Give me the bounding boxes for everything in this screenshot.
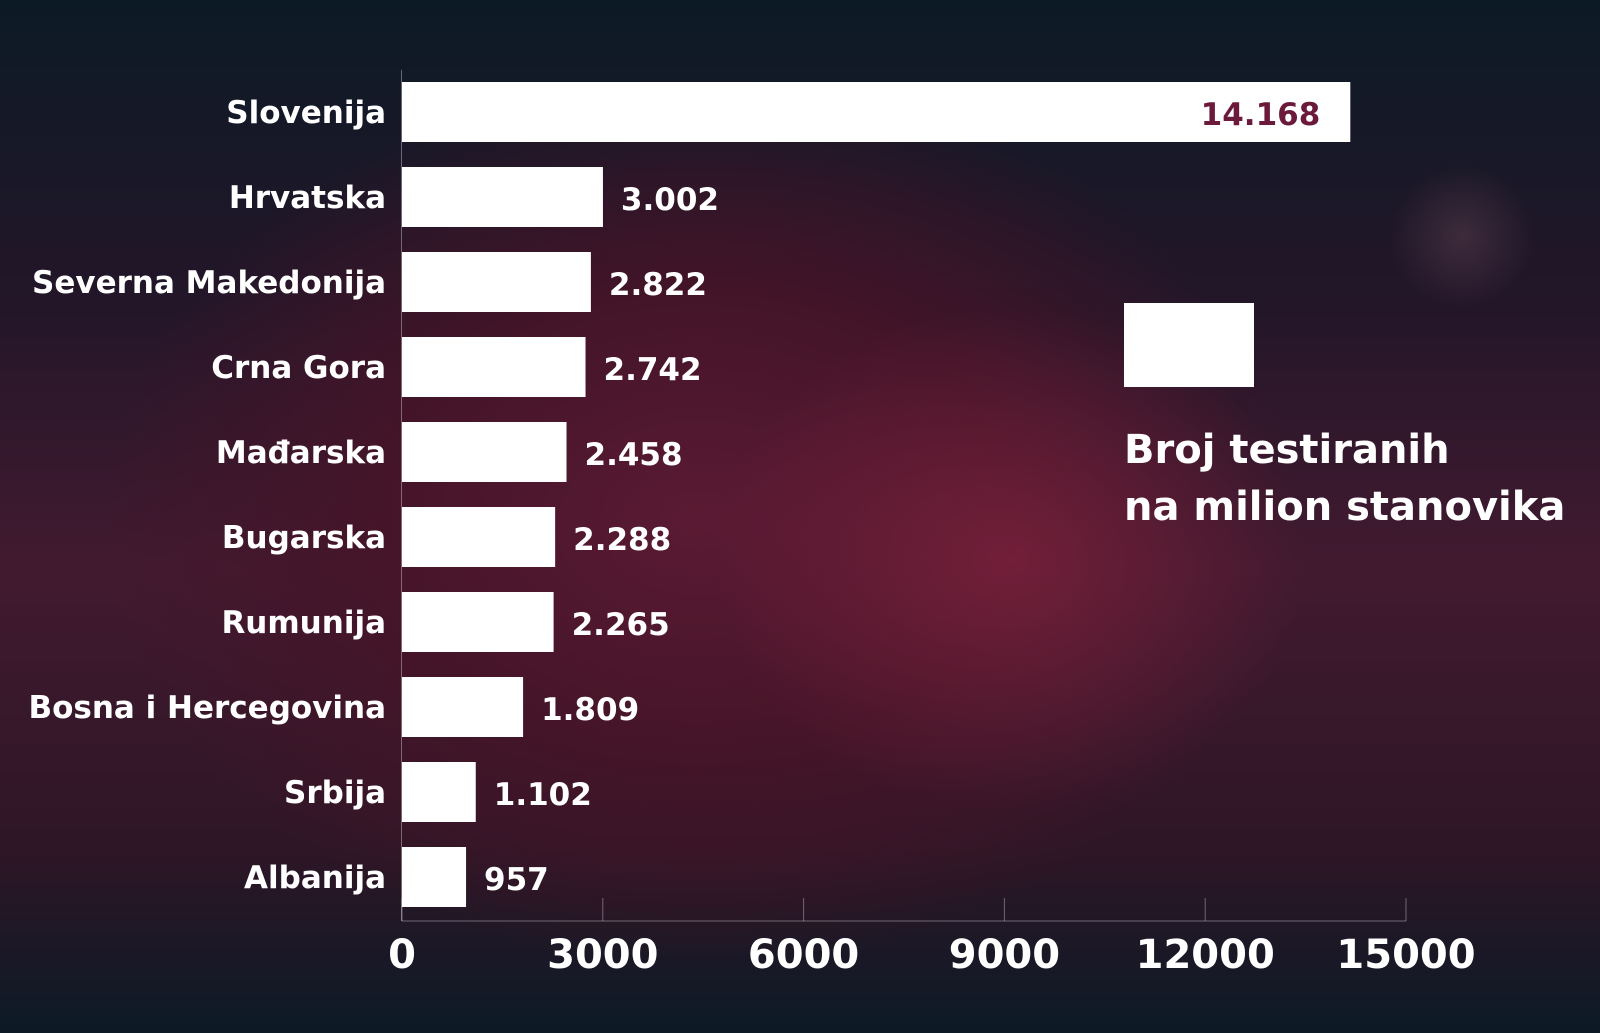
x-tick-label-0: 0 <box>388 932 416 978</box>
value-label-2: 2.822 <box>609 267 707 303</box>
value-label-1: 3.002 <box>621 182 719 218</box>
value-label-0: 14.168 <box>1201 97 1321 133</box>
x-tick-label-3: 9000 <box>949 932 1060 978</box>
category-label-4: Mađarska <box>216 435 386 471</box>
category-label-0: Slovenija <box>226 95 386 131</box>
value-labels: 14.168 3.002 2.822 2.742 2.458 2.288 2.265 1.80… <box>484 97 1320 898</box>
bar-7 <box>402 677 524 737</box>
category-label-9: Albanija <box>244 860 386 896</box>
category-label-3: Crna Gora <box>211 350 386 386</box>
legend-line-1: Broj testiranih <box>1124 427 1450 473</box>
category-label-5: Bugarska <box>222 520 386 556</box>
bar-8 <box>402 762 476 822</box>
x-tick-label-1: 3000 <box>547 932 658 978</box>
bar-2 <box>402 252 591 312</box>
legend-label: Broj testiranih na milion stanovika <box>1124 422 1565 536</box>
x-tick-label-5: 15000 <box>1336 932 1475 978</box>
value-label-4: 2.458 <box>585 437 683 473</box>
x-tick-label-2: 6000 <box>748 932 859 978</box>
bar-3 <box>402 337 586 397</box>
bar-6 <box>402 592 554 652</box>
value-label-9: 957 <box>484 862 549 898</box>
value-label-6: 2.265 <box>572 607 670 643</box>
bar-0 <box>402 82 1351 142</box>
x-tick-label-4: 12000 <box>1136 932 1275 978</box>
bars-layer <box>402 82 1351 907</box>
bar-9 <box>402 847 467 907</box>
category-label-2: Severna Makedonija <box>32 265 386 301</box>
legend-line-2: na milion stanovika <box>1124 484 1566 530</box>
bar-4 <box>402 422 567 482</box>
category-label-7: Bosna i Hercegovina <box>28 690 386 726</box>
legend-swatch <box>1124 303 1254 387</box>
bar-5 <box>402 507 556 567</box>
value-label-8: 1.102 <box>494 777 592 813</box>
category-label-1: Hrvatska <box>229 180 386 216</box>
bar-1 <box>402 167 603 227</box>
x-axis: 0 3000 6000 9000 12000 15000 <box>388 70 1476 978</box>
category-label-6: Rumunija <box>221 605 386 641</box>
value-label-7: 1.809 <box>541 692 639 728</box>
category-label-8: Srbija <box>284 775 386 811</box>
value-label-5: 2.288 <box>573 522 671 558</box>
value-label-3: 2.742 <box>604 352 702 388</box>
category-labels: Slovenija Hrvatska Severna Makedonija Crna … <box>28 95 386 896</box>
